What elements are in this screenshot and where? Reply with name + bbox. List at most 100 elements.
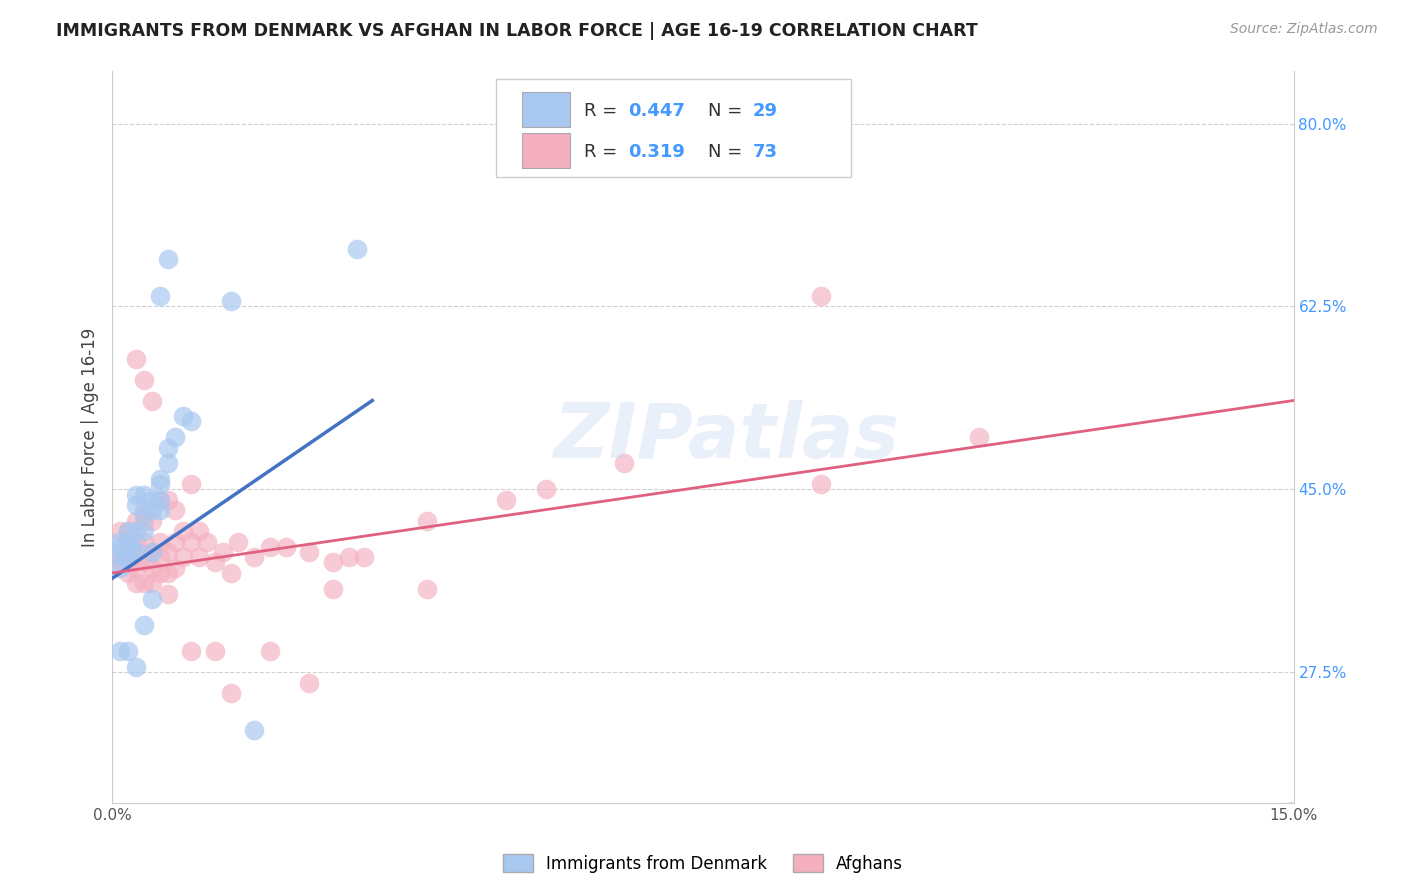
Point (180, 477, 202, 491)
Point (495, 492, 517, 507)
Point (132, 524, 155, 538)
Point (110, 644, 132, 658)
Point (156, 545, 179, 559)
Point (112, 550, 135, 565)
Point (211, 545, 233, 559)
Point (156, 566, 179, 580)
Point (195, 534, 218, 549)
Point (416, 514, 439, 528)
Point (810, 289, 832, 303)
Point (156, 441, 179, 455)
Point (346, 242, 368, 256)
Point (149, 492, 172, 507)
Point (243, 550, 266, 565)
Point (259, 644, 281, 658)
Point (149, 289, 172, 303)
Point (117, 524, 139, 538)
Point (156, 492, 179, 507)
Point (141, 503, 163, 517)
Point (149, 503, 172, 517)
Point (180, 644, 202, 658)
Point (117, 556, 139, 570)
Point (125, 487, 148, 501)
Point (188, 524, 211, 538)
Point (165, 560, 187, 574)
Point (141, 514, 163, 528)
Point (141, 545, 163, 559)
Point (141, 576, 163, 591)
Point (125, 560, 148, 574)
Text: 0.447: 0.447 (628, 103, 686, 120)
Point (121, 545, 143, 559)
Point (110, 560, 132, 574)
Point (165, 430, 187, 444)
Point (110, 540, 132, 554)
Point (967, 430, 990, 444)
Point (132, 576, 155, 591)
FancyBboxPatch shape (496, 78, 851, 178)
Point (219, 686, 242, 700)
Text: R =: R = (583, 143, 628, 161)
Point (149, 477, 172, 491)
Point (353, 550, 375, 565)
Point (125, 524, 148, 538)
Point (165, 503, 187, 517)
Text: ZIPatlas: ZIPatlas (554, 401, 900, 474)
Bar (522, 133, 569, 168)
Point (117, 550, 139, 565)
Point (156, 456, 179, 470)
Point (125, 351, 148, 366)
Point (125, 550, 148, 565)
Point (322, 556, 344, 570)
Text: 73: 73 (752, 143, 778, 161)
Point (534, 483, 557, 497)
Text: N =: N = (707, 143, 748, 161)
Point (132, 534, 155, 549)
Point (117, 534, 139, 549)
Point (322, 582, 344, 596)
Point (337, 550, 360, 565)
Y-axis label: In Labor Force | Age 16-19: In Labor Force | Age 16-19 (80, 327, 98, 547)
Point (117, 534, 139, 549)
Point (228, 534, 250, 549)
Text: 29: 29 (752, 103, 778, 120)
Point (132, 508, 155, 523)
Point (149, 566, 172, 580)
Point (274, 540, 297, 554)
Point (141, 560, 163, 574)
Point (117, 524, 139, 538)
Point (110, 524, 132, 538)
Point (117, 644, 139, 658)
Point (107, 534, 129, 549)
Point (219, 294, 242, 309)
Point (141, 393, 163, 408)
Point (180, 414, 202, 428)
Point (613, 456, 636, 470)
Point (156, 252, 179, 267)
Text: R =: R = (583, 103, 623, 120)
Point (298, 545, 321, 559)
Point (165, 534, 187, 549)
Point (121, 540, 143, 554)
Point (172, 409, 194, 424)
Point (219, 566, 242, 580)
Point (125, 498, 148, 512)
Point (416, 582, 439, 596)
Point (105, 550, 128, 565)
Point (172, 524, 194, 538)
Point (204, 556, 226, 570)
Point (141, 592, 163, 607)
Point (243, 723, 266, 737)
Point (259, 540, 281, 554)
Point (188, 550, 211, 565)
Point (132, 514, 155, 528)
Point (180, 534, 202, 549)
Point (149, 534, 172, 549)
Point (149, 492, 172, 507)
Point (298, 675, 321, 690)
Point (156, 587, 179, 601)
Point (125, 534, 148, 549)
Legend: Immigrants from Denmark, Afghans: Immigrants from Denmark, Afghans (496, 847, 910, 880)
Text: N =: N = (707, 103, 748, 120)
Point (117, 566, 139, 580)
